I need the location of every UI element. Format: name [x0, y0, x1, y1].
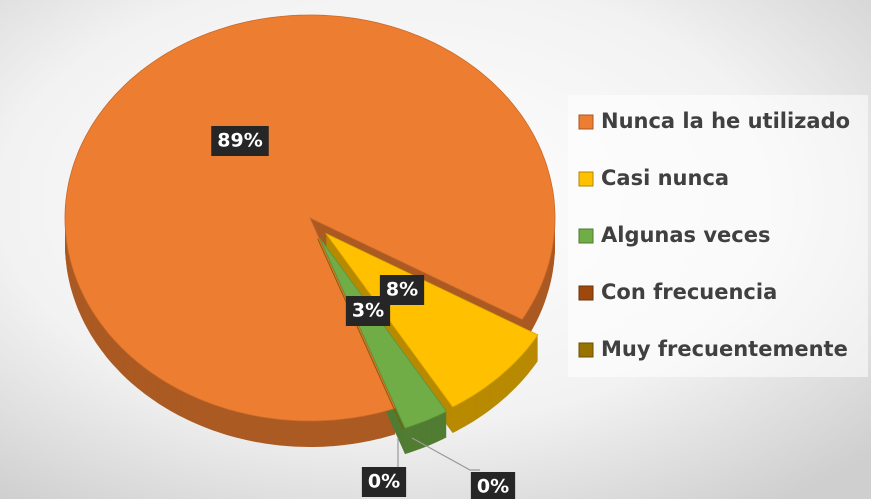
legend-label: Con frecuencia: [601, 280, 777, 304]
data-label-bg: [211, 126, 269, 156]
legend-swatch: [578, 114, 594, 130]
legend-label: Nunca la he utilizado: [601, 109, 850, 133]
leader-line: [411, 437, 480, 471]
data-label: 0%: [477, 476, 509, 498]
legend-swatch: [578, 285, 594, 301]
legend-swatch: [578, 228, 594, 244]
data-label: 89%: [217, 130, 262, 152]
legend-swatch: [578, 171, 594, 187]
legend-label: Muy frecuentemente: [601, 337, 848, 361]
legend-swatch: [578, 342, 594, 358]
slice: [64, 14, 556, 422]
legend-box: [568, 95, 868, 377]
data-label-bg: [470, 472, 516, 499]
slice: [325, 233, 539, 408]
data-label: 8%: [386, 279, 418, 301]
legend-label: Algunas veces: [601, 223, 771, 247]
data-label: 3%: [352, 300, 384, 322]
data-label: 0%: [368, 471, 400, 493]
data-label-bg: [345, 296, 391, 326]
legend-label: Casi nunca: [601, 166, 729, 190]
slice: [319, 237, 448, 429]
data-label-bg: [361, 467, 407, 497]
